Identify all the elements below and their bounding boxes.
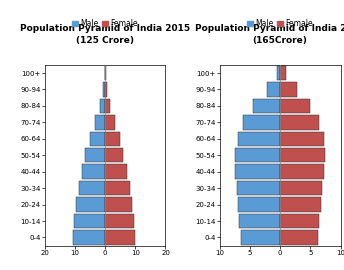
Bar xyxy=(267,82,280,97)
Bar xyxy=(95,115,105,130)
Bar xyxy=(105,164,127,179)
Bar xyxy=(103,82,105,97)
Bar xyxy=(78,181,105,195)
Bar xyxy=(280,115,320,130)
Legend: Male, Female: Male, Female xyxy=(246,18,314,30)
Bar xyxy=(277,66,280,80)
Bar xyxy=(105,82,107,97)
Bar xyxy=(280,181,322,195)
Bar xyxy=(105,131,120,146)
Bar xyxy=(280,230,318,245)
Bar xyxy=(280,66,286,80)
Bar xyxy=(100,99,105,113)
Bar xyxy=(280,99,310,113)
Bar xyxy=(280,131,324,146)
Bar xyxy=(239,214,280,228)
Legend: Male, Female: Male, Female xyxy=(71,18,139,30)
Bar xyxy=(90,131,105,146)
Bar xyxy=(82,164,105,179)
Bar xyxy=(280,197,321,212)
Bar xyxy=(238,197,280,212)
Title: Population Pyramid of India 2050
(165Crore): Population Pyramid of India 2050 (165Cro… xyxy=(195,24,344,45)
Bar xyxy=(105,148,123,163)
Bar xyxy=(243,115,280,130)
Bar xyxy=(105,66,106,80)
Bar xyxy=(73,230,105,245)
Bar xyxy=(85,148,105,163)
Bar xyxy=(235,164,280,179)
Title: Population Pyramid of India 2015
(125 Crore): Population Pyramid of India 2015 (125 Cr… xyxy=(20,24,190,45)
Bar xyxy=(105,197,132,212)
Bar xyxy=(238,131,280,146)
Bar xyxy=(253,99,280,113)
Bar xyxy=(105,181,130,195)
Bar xyxy=(237,181,280,195)
Bar xyxy=(235,148,280,163)
Bar xyxy=(280,148,325,163)
Bar xyxy=(105,230,135,245)
Bar xyxy=(74,214,105,228)
Bar xyxy=(241,230,280,245)
Bar xyxy=(76,197,105,212)
Bar xyxy=(280,214,320,228)
Bar xyxy=(280,82,297,97)
Bar xyxy=(105,99,110,113)
Bar xyxy=(105,115,115,130)
Bar xyxy=(280,164,324,179)
Bar xyxy=(105,214,134,228)
